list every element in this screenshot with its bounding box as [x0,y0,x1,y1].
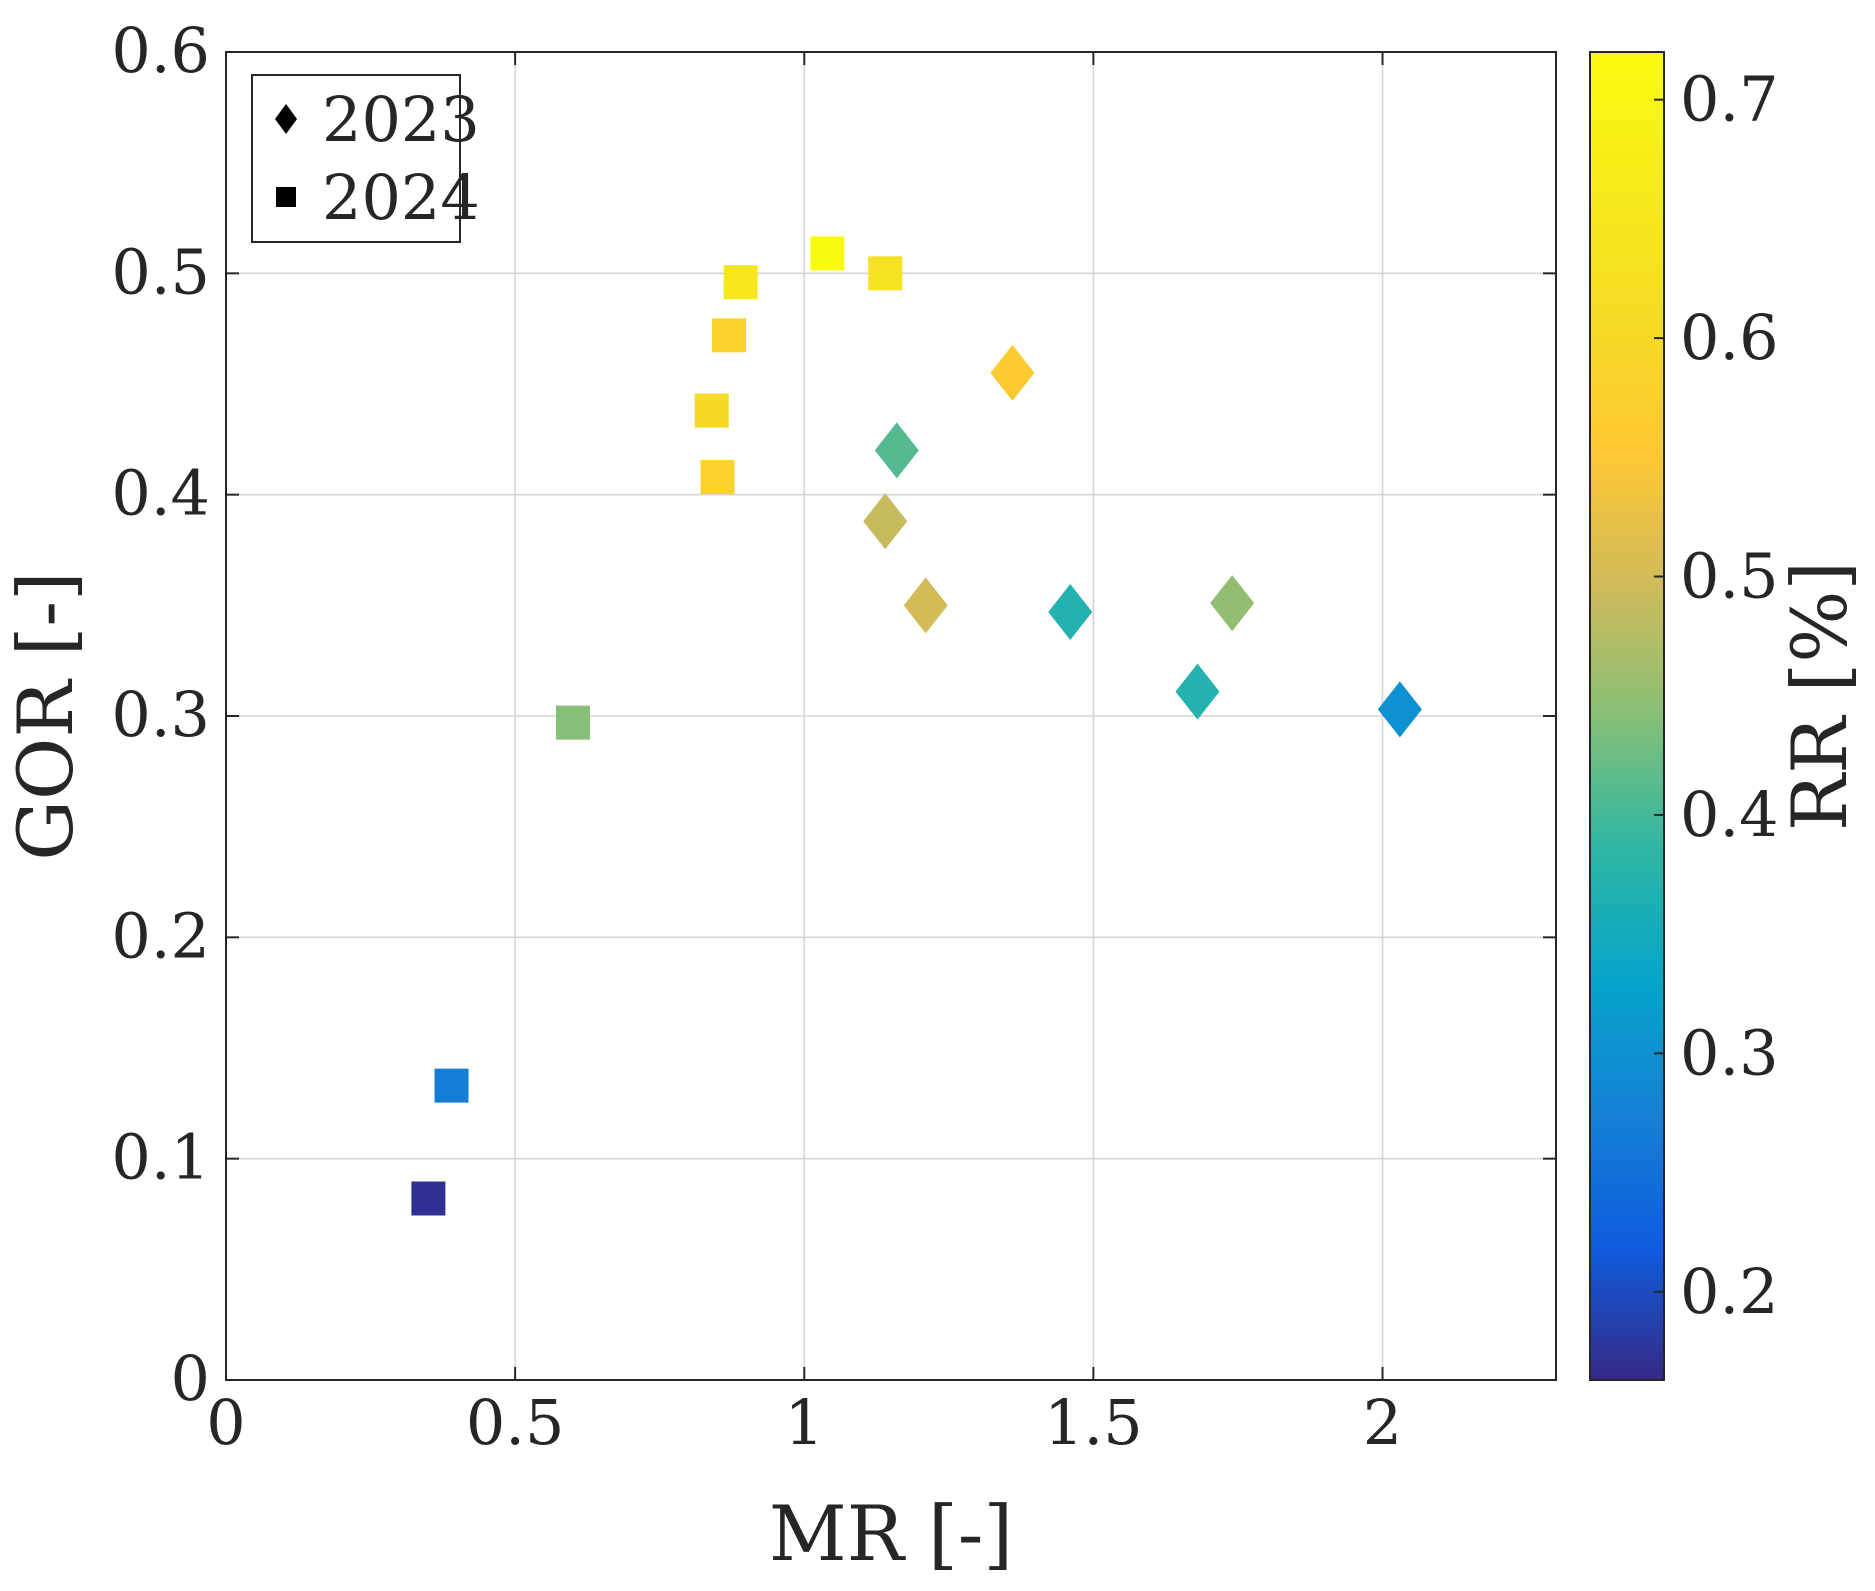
legend: 2023 2024 [251,74,480,243]
colorbar-tick-label: 0.5 [1680,540,1779,613]
y-tick-label: 0.2 [111,899,210,972]
data-point-2024-3 [712,318,747,353]
y-tick-label: 0.1 [111,1121,210,1194]
colorbar-ticks: 0.2 0.3 0.4 0.5 0.6 0.7 [1654,63,1779,1328]
data-point-2024-0 [810,236,845,271]
data-point-2024-1 [868,256,903,291]
y-axis-ticks: 0 0.1 0.2 0.3 0.4 0.5 0.6 [111,14,1556,1415]
data-point-2024-6 [555,705,590,740]
colorbar-tick-label: 0.7 [1680,63,1779,136]
x-tick-label: 2 [1363,1386,1402,1459]
data-point-2024-4 [694,393,729,428]
colorbar-tick-label: 0.6 [1680,301,1779,374]
data-point-2024-8 [411,1181,446,1216]
data-point-2024-5 [700,459,735,494]
data-point-2023-4 [1048,583,1093,640]
colorbar-tick-label: 0.2 [1680,1255,1779,1328]
data-point-2023-7 [1377,681,1422,738]
y-tick-label: 0.5 [111,235,210,308]
data-points [411,236,1422,1216]
x-tick-label: 1 [785,1386,824,1459]
y-tick-label: 0.3 [111,678,210,751]
data-point-2023-2 [863,493,908,550]
x-tick-label: 0 [206,1386,245,1459]
data-point-2024-2 [723,265,758,300]
x-tick-label: 1.5 [1044,1386,1143,1459]
data-point-2023-1 [874,422,919,479]
data-point-2023-6 [1175,663,1220,720]
x-axis-label: MR [-] [769,1489,1013,1578]
legend-label-2024: 2024 [322,161,480,234]
colorbar-label: RR [%] [1775,561,1864,831]
data-point-2023-0 [990,344,1035,401]
colorbar [1589,51,1665,1381]
x-tick-label: 0.5 [466,1386,565,1459]
y-tick-label: 0.6 [111,14,210,87]
data-point-2024-7 [434,1068,469,1103]
colorbar-tick-label: 0.3 [1680,1016,1779,1089]
colorbar-tick-label: 0.4 [1680,778,1779,851]
y-tick-label: 0 [171,1342,210,1415]
legend-label-2023: 2023 [322,83,480,156]
y-axis-label: GOR [-] [1,571,90,860]
data-point-2023-5 [1210,575,1255,632]
legend-box [251,74,461,243]
legend-diamond-marker [275,104,297,134]
y-tick-label: 0.4 [111,457,210,530]
legend-square-marker [276,187,296,207]
x-axis-ticks: 0 0.5 1 1.5 2 [206,52,1402,1459]
data-point-2023-3 [903,577,948,634]
